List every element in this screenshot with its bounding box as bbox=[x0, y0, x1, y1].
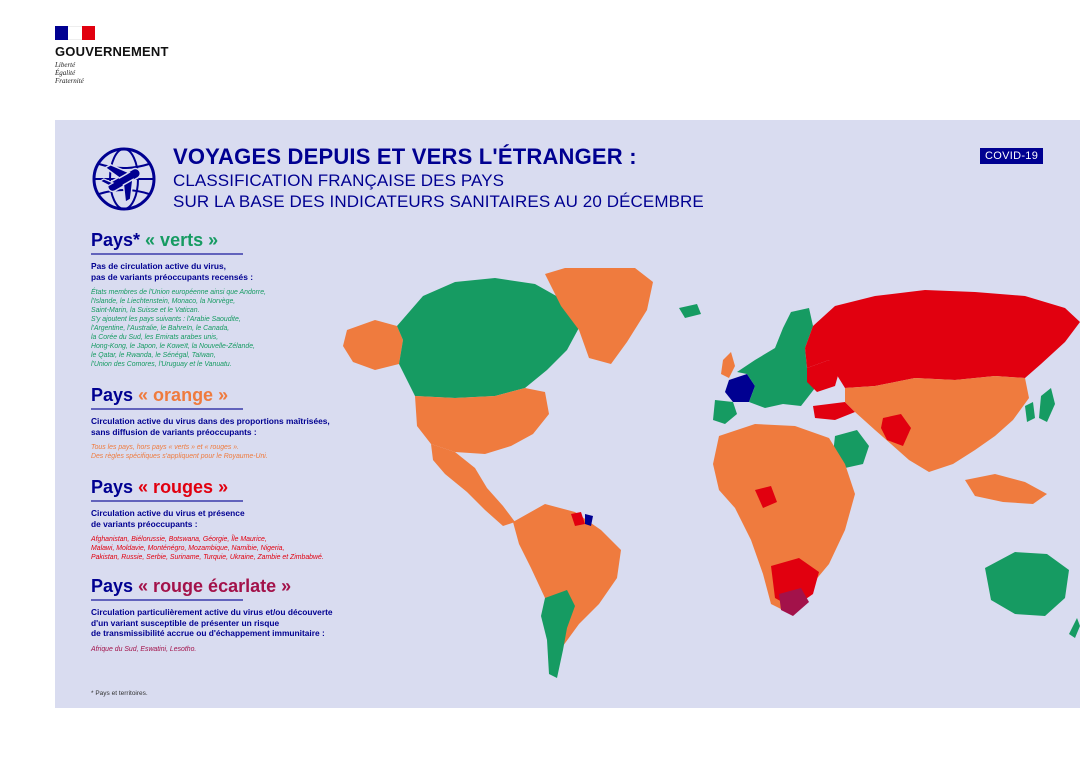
category-title: Pays « rouge écarlate » bbox=[91, 576, 391, 597]
region-africa bbox=[713, 424, 855, 612]
country-list: Afrique du Sud, Eswatini, Lesotho. bbox=[91, 645, 391, 654]
country-list-line: l'Argentine, l'Australie, le Bahreïn, le… bbox=[91, 325, 230, 332]
category-prefix: Pays* bbox=[91, 230, 146, 250]
description-line: sans diffusion de variants préoccupants … bbox=[91, 426, 257, 437]
category-name: « rouges » bbox=[138, 477, 229, 497]
subtitle-line-2: SUR LA BASE DES INDICATEURS SANITAIRES A… bbox=[173, 192, 704, 211]
motto-line: Égalité bbox=[55, 69, 76, 77]
country-list: Afghanistan, Biélorussie, Botswana, Géor… bbox=[91, 535, 391, 562]
category-description: Circulation active du virus et présence … bbox=[91, 508, 391, 529]
country-list-line: l'Islande, le Liechtenstein, Monaco, la … bbox=[91, 298, 236, 305]
country-list-line: Malawi, Moldavie, Monténégro, Mozambique… bbox=[91, 545, 285, 552]
footnote: * Pays et territoires. bbox=[91, 690, 148, 697]
category-prefix: Pays bbox=[91, 477, 139, 497]
region-iberia bbox=[713, 400, 737, 424]
region-russia bbox=[805, 290, 1080, 388]
country-list-line: la Corée du Sud, les Emirats arabes unis… bbox=[91, 334, 219, 341]
region-france bbox=[725, 374, 755, 402]
motto-line: Liberté bbox=[55, 61, 76, 69]
country-list-line: S'y ajoutent les pays suivants : l'Arabi… bbox=[91, 316, 241, 323]
country-list: États membres de l'Union européenne ains… bbox=[91, 288, 391, 369]
country-list-line: le Qatar, le Rwanda, le Sénégal, Taïwan, bbox=[91, 352, 216, 359]
description-line: Circulation active du virus et présence bbox=[91, 508, 245, 518]
region-new-zealand bbox=[1069, 618, 1080, 638]
region-southeast-asia bbox=[965, 474, 1047, 504]
country-list-line: États membres de l'Union européenne ains… bbox=[91, 289, 266, 296]
region-argentina-uruguay bbox=[541, 590, 575, 678]
region-korea bbox=[1025, 402, 1035, 422]
description-line: Circulation particulièrement active du v… bbox=[91, 607, 333, 617]
description-line: pas de variants préoccupants recensés : bbox=[91, 271, 253, 282]
category-divider bbox=[91, 500, 243, 502]
region-japan bbox=[1039, 388, 1055, 422]
region-iceland bbox=[679, 304, 701, 318]
country-list-line: Des règles spécifiques s'appliquent pour… bbox=[91, 453, 268, 460]
country-list-line: l'Union des Comores, l'Uruguay et le Van… bbox=[91, 361, 232, 368]
country-list-line: Pakistan, Russie, Serbie, Suriname, Turq… bbox=[91, 554, 324, 561]
description-line: d'un variant susceptible de présenter un… bbox=[91, 617, 280, 628]
description-line: Circulation active du virus dans des pro… bbox=[91, 416, 330, 426]
region-mexico-central-america bbox=[431, 444, 515, 526]
legend-red: Pays « rouges » Circulation active du vi… bbox=[91, 477, 391, 562]
region-europe-eu bbox=[737, 308, 815, 408]
region-afghanistan-pakistan bbox=[881, 414, 911, 446]
region-south-africa bbox=[779, 588, 809, 616]
category-title: Pays* « verts » bbox=[91, 230, 391, 251]
region-greenland bbox=[545, 268, 653, 364]
category-title: Pays « orange » bbox=[91, 385, 391, 406]
country-list-line: Saint-Marin, la Suisse et le Vatican. bbox=[91, 307, 200, 314]
description-line: de variants préoccupants : bbox=[91, 518, 198, 529]
region-french-guiana bbox=[585, 514, 593, 526]
region-asia bbox=[845, 376, 1029, 472]
infographic-panel: VOYAGES DEPUIS ET VERS L'ÉTRANGER : CLAS… bbox=[55, 120, 1080, 708]
category-name: « verts » bbox=[145, 230, 219, 250]
government-logo: GOUVERNEMENT Liberté Égalité Fraternité bbox=[55, 26, 195, 85]
legend-scarlet: Pays « rouge écarlate » Circulation part… bbox=[91, 576, 391, 654]
category-divider bbox=[91, 408, 243, 410]
legend-orange: Pays « orange » Circulation active du vi… bbox=[91, 385, 391, 461]
subtitle-line-1: CLASSIFICATION FRANÇAISE DES PAYS bbox=[173, 171, 505, 190]
region-south-america bbox=[513, 504, 621, 646]
motto-line: Fraternité bbox=[55, 77, 84, 85]
region-canada bbox=[397, 278, 581, 398]
region-suriname bbox=[571, 512, 585, 526]
region-australia bbox=[985, 552, 1069, 616]
category-description: Circulation particulièrement active du v… bbox=[91, 607, 391, 639]
country-list-line: Afrique du Sud, Eswatini, Lesotho. bbox=[91, 645, 197, 653]
category-divider bbox=[91, 253, 243, 255]
region-turkey bbox=[813, 402, 855, 420]
region-usa bbox=[415, 388, 549, 454]
category-description: Pas de circulation active du virus, pas … bbox=[91, 261, 391, 282]
category-name: « orange » bbox=[138, 385, 229, 405]
page-title: VOYAGES DEPUIS ET VERS L'ÉTRANGER : bbox=[173, 144, 637, 169]
region-alaska bbox=[343, 320, 403, 370]
description-line: Pas de circulation active du virus, bbox=[91, 261, 226, 271]
legend-green: Pays* « verts » Pas de circulation activ… bbox=[91, 230, 391, 369]
category-name: « rouge écarlate » bbox=[138, 576, 292, 596]
world-map bbox=[343, 268, 1080, 678]
country-list-line: Hong-Kong, le Japon, le Koweït, la Nouve… bbox=[91, 343, 255, 350]
region-uk bbox=[721, 352, 735, 378]
region-saudi-arabia-gulf bbox=[833, 430, 869, 468]
globe-airplane-icon bbox=[92, 147, 156, 211]
description-line: de transmissibilité accrue ou d'échappem… bbox=[91, 628, 325, 638]
region-nigeria bbox=[755, 486, 777, 508]
government-name: GOUVERNEMENT bbox=[55, 44, 169, 59]
covid-badge: COVID-19 bbox=[980, 148, 1044, 164]
motto: Liberté Égalité Fraternité bbox=[55, 61, 195, 85]
country-list: Tous les pays, hors pays « verts » et « … bbox=[91, 443, 391, 461]
french-flag-icon bbox=[55, 26, 95, 40]
category-divider bbox=[91, 599, 243, 601]
category-description: Circulation active du virus dans des pro… bbox=[91, 416, 391, 437]
country-list-line: Tous les pays, hors pays « verts » et « … bbox=[91, 444, 239, 451]
category-title: Pays « rouges » bbox=[91, 477, 391, 498]
category-prefix: Pays bbox=[91, 385, 139, 405]
region-ukraine-belarus bbox=[807, 360, 839, 392]
country-list-line: Afghanistan, Biélorussie, Botswana, Géor… bbox=[91, 536, 267, 543]
category-prefix: Pays bbox=[91, 576, 139, 596]
